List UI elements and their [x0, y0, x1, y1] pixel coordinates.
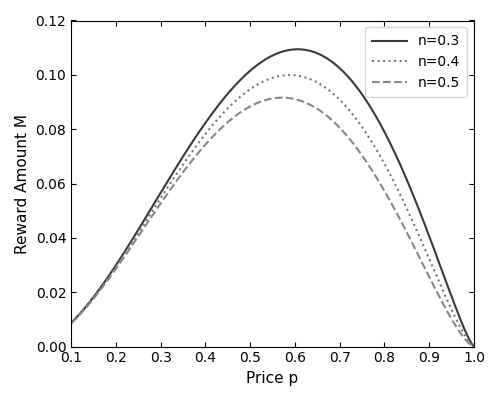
n=0.5: [68, 321, 74, 326]
n=0.3: [295, 47, 301, 52]
n=0.4: [110, 270, 116, 275]
n=0.3: [110, 268, 116, 273]
n=0.4: [68, 321, 74, 326]
n=0.5: [246, 105, 252, 110]
n=0.4: [345, 107, 351, 111]
n=0.3: [68, 320, 74, 325]
n=0.3: [390, 146, 396, 151]
n=0.5: [471, 344, 477, 349]
n=0.4: [286, 73, 292, 77]
Legend: n=0.3, n=0.4, n=0.5: n=0.3, n=0.4, n=0.5: [365, 27, 467, 97]
Line: n=0.5: n=0.5: [71, 97, 474, 346]
n=0.5: [110, 271, 116, 276]
n=0.3: [471, 344, 477, 349]
Y-axis label: Reward Amount M: Reward Amount M: [15, 113, 30, 253]
n=0.4: [390, 178, 396, 182]
n=0.4: [231, 100, 237, 105]
n=0.5: [279, 95, 285, 100]
n=0.5: [345, 135, 351, 140]
n=0.3: [246, 70, 252, 75]
n=0.3: [345, 75, 351, 79]
n=0.3: [231, 84, 237, 89]
n=0.5: [231, 115, 237, 119]
Line: n=0.4: n=0.4: [71, 75, 474, 346]
n=0.3: [382, 132, 388, 137]
X-axis label: Price p: Price p: [246, 371, 298, 386]
n=0.5: [382, 191, 388, 196]
n=0.5: [390, 204, 396, 209]
n=0.4: [246, 88, 252, 93]
Line: n=0.3: n=0.3: [71, 49, 474, 346]
n=0.4: [471, 344, 477, 349]
n=0.4: [382, 164, 388, 168]
